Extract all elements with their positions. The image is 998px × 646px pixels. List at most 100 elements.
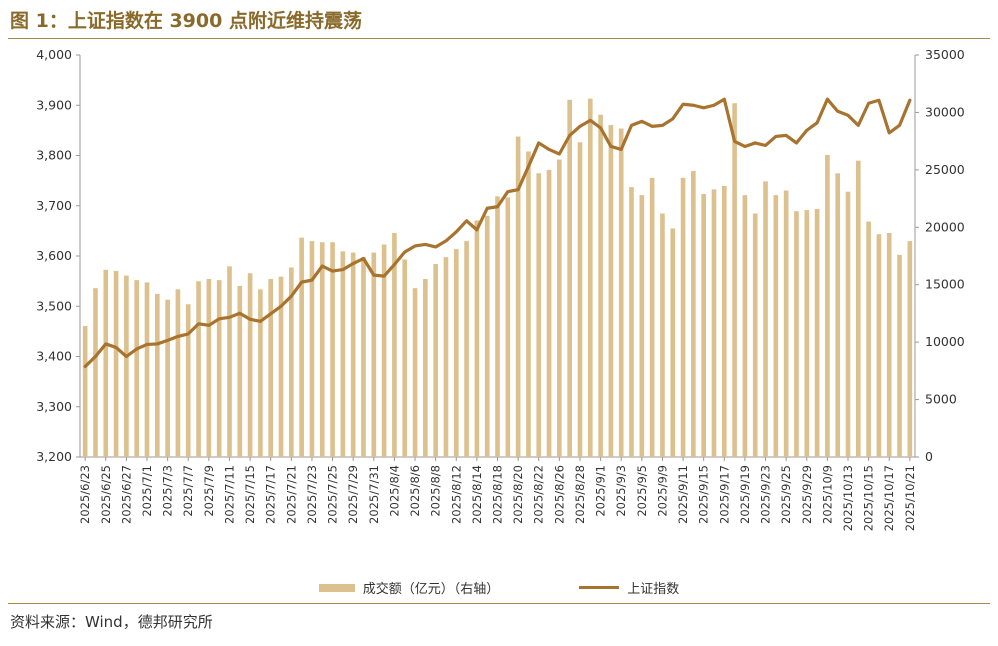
turnover-bar — [794, 211, 799, 457]
turnover-bar — [876, 234, 882, 457]
turnover-bar — [103, 269, 109, 457]
turnover-bar — [773, 195, 779, 457]
turnover-bar — [309, 241, 315, 457]
turnover-bar — [319, 242, 325, 457]
turnover-bar — [546, 169, 552, 458]
chart-legend: 成交额（亿元）（右轴） 上证指数 — [0, 578, 998, 597]
turnover-bar — [660, 213, 665, 457]
turnover-bar — [165, 299, 170, 457]
index-line — [83, 97, 912, 369]
figure-title: 图 1：上证指数在 3900 点附近维持震荡 — [10, 10, 362, 32]
turnover-bar — [515, 136, 521, 458]
right-tick-label: 25000 — [925, 162, 965, 177]
turnover-bar — [557, 159, 562, 457]
turnover-bar — [474, 220, 480, 457]
x-tick-label: 2025/8/22 — [532, 465, 546, 524]
turnover-bar — [278, 276, 284, 457]
turnover-bar — [495, 196, 500, 457]
x-tick-label: 2025/9/1 — [594, 465, 608, 517]
turnover-bar — [340, 251, 346, 457]
turnover-bar — [124, 275, 129, 457]
turnover-bar — [567, 99, 572, 457]
turnover-bar — [752, 213, 758, 457]
turnover-bar — [381, 244, 387, 457]
x-tick-label: 2025/8/28 — [573, 465, 587, 524]
left-tick-label: 3,500 — [36, 298, 72, 313]
turnover-bars — [82, 98, 913, 458]
turnover-bar — [907, 241, 913, 457]
turnover-bar — [196, 281, 201, 457]
x-tick-label: 2025/9/25 — [779, 465, 793, 524]
turnover-bar — [155, 293, 160, 457]
turnover-bar — [608, 125, 614, 457]
turnover-bar — [330, 242, 335, 457]
turnover-bar — [227, 266, 232, 457]
right-tick-label: 5000 — [925, 392, 957, 407]
right-tick-label: 10000 — [925, 334, 965, 349]
legend-label-turnover: 成交额（亿元）（右轴） — [362, 582, 500, 597]
x-tick-label: 2025/7/15 — [243, 465, 257, 524]
turnover-bar — [402, 259, 408, 457]
turnover-bar — [721, 185, 727, 457]
turnover-bar — [361, 257, 366, 457]
turnover-bar — [82, 326, 88, 457]
right-tick-label: 35000 — [925, 47, 965, 62]
turnover-bar — [618, 128, 624, 457]
x-tick-label: 2025/6/25 — [99, 465, 113, 524]
x-tick-label: 2025/7/31 — [367, 465, 381, 524]
turnover-bar — [289, 267, 294, 457]
x-tick-label: 2025/8/20 — [511, 465, 525, 524]
x-tick-label: 2025/7/29 — [346, 465, 360, 524]
x-tick-label: 2025/7/25 — [326, 465, 340, 524]
x-tick-label: 2025/7/1 — [140, 465, 154, 517]
right-tick-label: 0 — [925, 449, 933, 464]
x-tick-label: 2025/7/3 — [161, 465, 175, 517]
x-tick-label: 2025/8/26 — [552, 465, 566, 524]
turnover-bar — [587, 98, 593, 458]
footer-rule — [8, 603, 990, 604]
left-tick-label: 3,700 — [36, 198, 72, 213]
x-tick-label: 2025/8/8 — [429, 465, 443, 517]
x-tick-label: 2025/9/15 — [697, 465, 711, 524]
x-tick-label: 2025/7/9 — [202, 465, 216, 517]
turnover-bar — [783, 190, 789, 457]
turnover-bar — [423, 278, 428, 457]
x-tick-label: 2025/9/29 — [800, 465, 814, 524]
x-tick-label: 2025/9/17 — [717, 465, 731, 524]
x-tick-label: 2025/8/18 — [491, 465, 505, 524]
left-tick-label: 3,400 — [36, 349, 72, 364]
turnover-bar — [134, 280, 140, 457]
turnover-bar — [897, 254, 902, 457]
turnover-bar — [268, 278, 274, 457]
turnover-bar — [113, 270, 119, 457]
turnover-bar — [505, 197, 511, 458]
x-tick-label: 2025/9/5 — [635, 465, 649, 517]
x-tick-label: 2025/8/14 — [470, 465, 484, 524]
right-tick-label: 15000 — [925, 277, 965, 292]
turnover-bar — [464, 241, 469, 457]
x-tick-label: 2025/9/3 — [614, 465, 628, 517]
x-tick-label: 2025/10/17 — [882, 465, 896, 531]
index-series-line — [83, 97, 912, 369]
turnover-bar — [175, 289, 181, 457]
right-tick-label: 30000 — [925, 104, 965, 119]
source-note: 资料来源：Wind，德邦研究所 — [10, 613, 213, 631]
turnover-bar — [680, 177, 686, 457]
left-tick-label: 3,600 — [36, 248, 72, 263]
turnover-bar — [866, 221, 871, 457]
chart: 3,200 3,300 3,400 3,500 3,600 3,700 3,800 3,900… — [36, 47, 965, 531]
turnover-bar — [484, 215, 490, 457]
turnover-bar — [144, 282, 150, 457]
turnover-bar — [206, 278, 212, 457]
turnover-bar — [835, 173, 841, 458]
turnover-bar — [577, 142, 583, 458]
turnover-bar — [598, 114, 603, 457]
legend-label-index: 上证指数 — [627, 582, 680, 597]
x-tick-label: 2025/7/23 — [305, 465, 319, 524]
turnover-bar — [639, 195, 645, 457]
turnover-bar — [371, 252, 377, 457]
x-tick-label: 2025/7/11 — [222, 465, 236, 524]
turnover-bar — [742, 195, 748, 457]
turnover-bar — [350, 252, 356, 457]
turnover-bar — [412, 288, 418, 457]
